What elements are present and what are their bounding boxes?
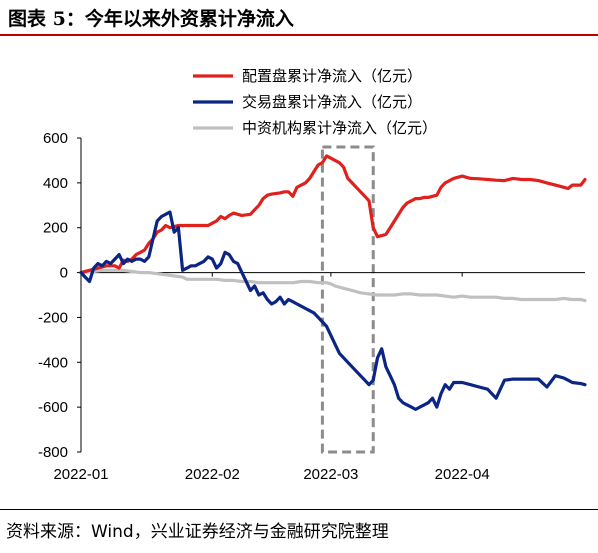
legend-label-3: 中资机构累计净流入（亿元） (242, 119, 437, 137)
highlight-box (320, 145, 375, 454)
series-lines (79, 154, 587, 411)
series-line-3 (79, 268, 587, 303)
legend-label-1: 配置盘累计净流入（亿元） (242, 67, 422, 85)
source-note: 资料来源：Wind，兴业证券经济与金融研究院整理 (6, 522, 389, 542)
y-tick-label: 600 (43, 130, 68, 147)
y-tick-label: 400 (43, 175, 68, 192)
figure-title: 图表 5：今年以来外资累计净流入 (8, 8, 294, 30)
y-tick-label: 200 (43, 220, 68, 237)
series-line-2 (79, 210, 587, 411)
x-tick-label: 2022-04 (435, 466, 490, 483)
line-chart: 配置盘累计净流入（亿元） 交易盘累计净流入（亿元） 中资机构累计净流入（亿元） 60… (38, 67, 587, 483)
axes: 600 400 200 0 -200 -400 -600 -800 2022-01 2022-02… (38, 130, 585, 483)
legend: 配置盘累计净流入（亿元） 交易盘累计净流入（亿元） 中资机构累计净流入（亿元） (193, 67, 437, 137)
y-tick-label: -200 (38, 309, 68, 326)
source-rule (0, 509, 598, 510)
x-tick-label: 2022-03 (303, 466, 358, 483)
title-rule (0, 34, 598, 36)
x-tick-label: 2022-02 (185, 466, 240, 483)
highlight-box-group (320, 145, 375, 454)
y-tick-label: 0 (60, 265, 68, 282)
series-line-1 (79, 154, 587, 275)
y-tick-label: -800 (38, 444, 68, 461)
y-tick-label: -600 (38, 399, 68, 416)
y-tick-label: -400 (38, 354, 68, 371)
legend-label-2: 交易盘累计净流入（亿元） (242, 93, 422, 111)
x-tick-label: 2022-01 (53, 466, 108, 483)
